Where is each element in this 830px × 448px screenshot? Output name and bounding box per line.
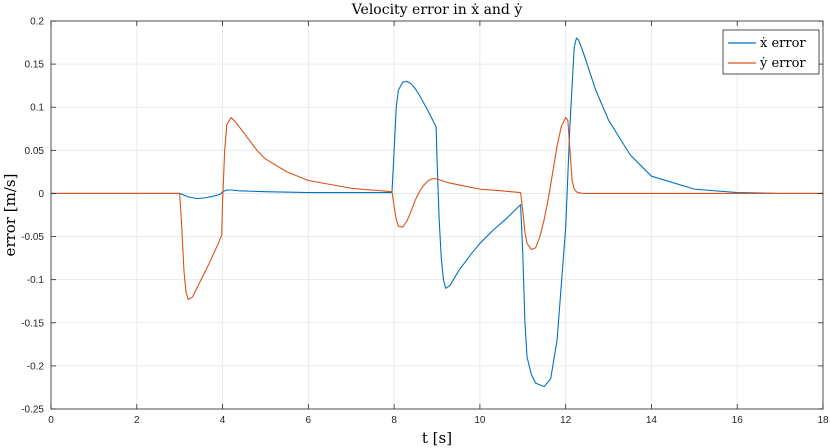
x-tick-label: 14 <box>646 415 658 426</box>
y-axis-ticks: -0.25 -0.2 -0.15 -0.1 -0.05 0 0.05 0.1 0.15 0.2 <box>21 17 823 416</box>
x-tick-label: 2 <box>134 415 140 426</box>
y-tick-label: 0.15 <box>25 60 45 71</box>
x-tick-label: 10 <box>474 415 486 426</box>
legend: ẋ error ẏ error <box>722 29 820 75</box>
x-tick-label: 18 <box>817 415 829 426</box>
legend-label-y-error: ẏ error <box>759 56 806 71</box>
y-tick-label: -0.1 <box>27 275 45 286</box>
x-axis-ticks: 0 2 4 6 8 10 12 14 16 18 <box>48 21 829 426</box>
x-tick-label: 4 <box>220 415 226 426</box>
x-tick-label: 8 <box>391 415 397 426</box>
x-tick-label: 16 <box>732 415 744 426</box>
x-axis-label: t [s] <box>422 429 452 447</box>
x-tick-label: 6 <box>306 415 312 426</box>
y-tick-label: -0.25 <box>21 405 44 416</box>
legend-label-x-error: ẋ error <box>760 36 806 51</box>
y-tick-label: -0.2 <box>27 361 45 372</box>
y-tick-label: -0.05 <box>21 232 44 243</box>
x-tick-label: 12 <box>560 415 572 426</box>
y-tick-label: 0.1 <box>30 103 44 114</box>
y-axis-label: error [m/s] <box>1 174 19 257</box>
y-tick-label: 0.05 <box>25 146 45 157</box>
y-tick-label: 0 <box>38 189 44 200</box>
series-line-x-error <box>51 37 823 388</box>
y-tick-label: 0.2 <box>30 17 44 28</box>
plot-area <box>51 21 823 409</box>
y-tick-label: -0.15 <box>21 318 44 329</box>
legend-box <box>722 29 820 75</box>
chart-title: Velocity error in ẋ and ẏ <box>351 2 523 18</box>
x-tick-label: 0 <box>48 415 54 426</box>
series-line-y-error <box>51 117 823 301</box>
plot-frame <box>50 20 824 410</box>
series-group <box>51 37 823 388</box>
